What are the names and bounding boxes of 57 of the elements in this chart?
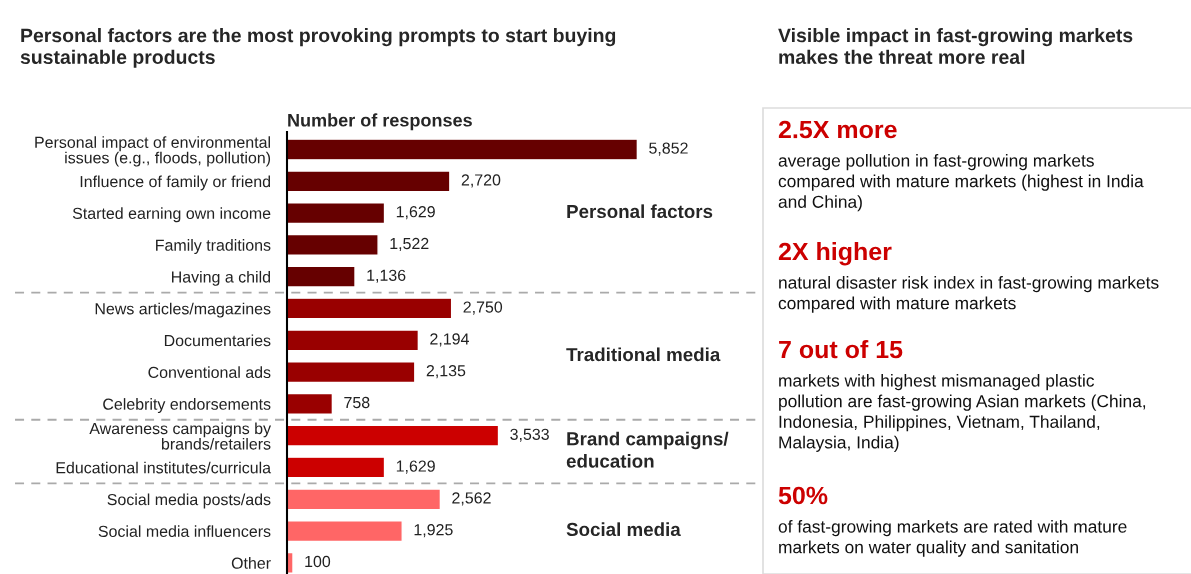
bar (287, 551, 294, 574)
data-label: 1,522 (390, 237, 429, 252)
text: 2X higher (778, 242, 892, 266)
bar (287, 233, 379, 256)
data-label: 100 (305, 555, 331, 568)
data-label: 2,562 (452, 492, 491, 506)
chart-title: Personal factors are the most provoking prompts to start buying sustainable products (20, 28, 616, 68)
text: 2.5X more (778, 120, 897, 139)
bar (287, 297, 453, 320)
bar (287, 138, 639, 161)
bar (287, 329, 420, 352)
data-label: 2,135 (426, 365, 466, 379)
data-label: 2,194 (430, 333, 469, 347)
y-tick-label: Educational institutes/curricula (56, 461, 272, 474)
y-tick-label: Celebrity endorsements (103, 398, 271, 413)
y-tick-label: Started earning own income (72, 207, 271, 223)
y-tick-label: Personal impact of environmental issues (e.g., floods, pollution) (35, 136, 271, 167)
bar (287, 456, 386, 479)
y-tick-label: Social media influencers (98, 525, 271, 538)
data-label: 2,750 (463, 301, 503, 315)
text: 7 out of 15 (779, 340, 903, 359)
bar (287, 488, 442, 511)
bar (287, 520, 403, 543)
data-label: 758 (344, 396, 370, 409)
data-label: 1,136 (367, 269, 406, 283)
y-tick-label: Social media posts/ads (107, 493, 271, 509)
y-tick-label: Influence of family or friend (80, 175, 271, 191)
y-tick-label: Documentaries (164, 334, 271, 347)
y-tick-label: Having a child (172, 270, 270, 286)
text: 50% (778, 486, 828, 505)
annotation: Brand campaigns/ education (566, 431, 729, 468)
y-tick-label: Family traditions (156, 239, 271, 254)
bar (287, 361, 416, 384)
data-label: 1,629 (396, 460, 435, 474)
data-label: 2,720 (461, 174, 501, 188)
y-tick-label: Awareness campaigns by brands/retailers (89, 422, 272, 450)
bar (287, 265, 356, 288)
annotation: Social media (566, 522, 681, 537)
data-label: 3,533 (510, 428, 549, 442)
y-tick-label: News articles/magazines (95, 302, 271, 318)
bar (287, 202, 386, 225)
bar (287, 392, 334, 415)
annotation: Traditional media (566, 347, 721, 362)
y-tick-label: Conventional ads (148, 366, 271, 379)
text: markets with highest mismanaged plastic pollution are fast-growing Asian markets (China, Indonesia, Philippines, Vietnam, Thailand, Malaysia, India) (779, 374, 1146, 452)
x-axis-title: Number of responses (288, 113, 472, 131)
bar (287, 170, 451, 193)
text: natural disaster risk index in fast-growing markets compared with mature markets (778, 276, 1159, 313)
text: Visible impact in fast-growing markets makes the threat more real (778, 28, 1133, 65)
bar (287, 424, 500, 447)
annotation: Personal factors (567, 204, 713, 219)
y-tick-label: Other (231, 557, 271, 569)
data-label: 5,852 (649, 142, 688, 156)
data-label: 1,629 (396, 206, 435, 220)
data-label: 1,925 (414, 524, 453, 538)
text: average pollution in fast-growing markets compared with mature markets (highest in India and China) (778, 154, 1144, 212)
text: of fast-growing markets are rated with mature markets on water quality and sanitation (778, 520, 1127, 557)
